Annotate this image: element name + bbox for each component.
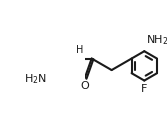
Text: NH$_2$: NH$_2$ [146, 33, 167, 47]
Text: H$_2$N: H$_2$N [24, 72, 47, 86]
Text: H: H [76, 45, 84, 55]
Text: F: F [141, 84, 147, 94]
Text: O: O [80, 81, 89, 91]
